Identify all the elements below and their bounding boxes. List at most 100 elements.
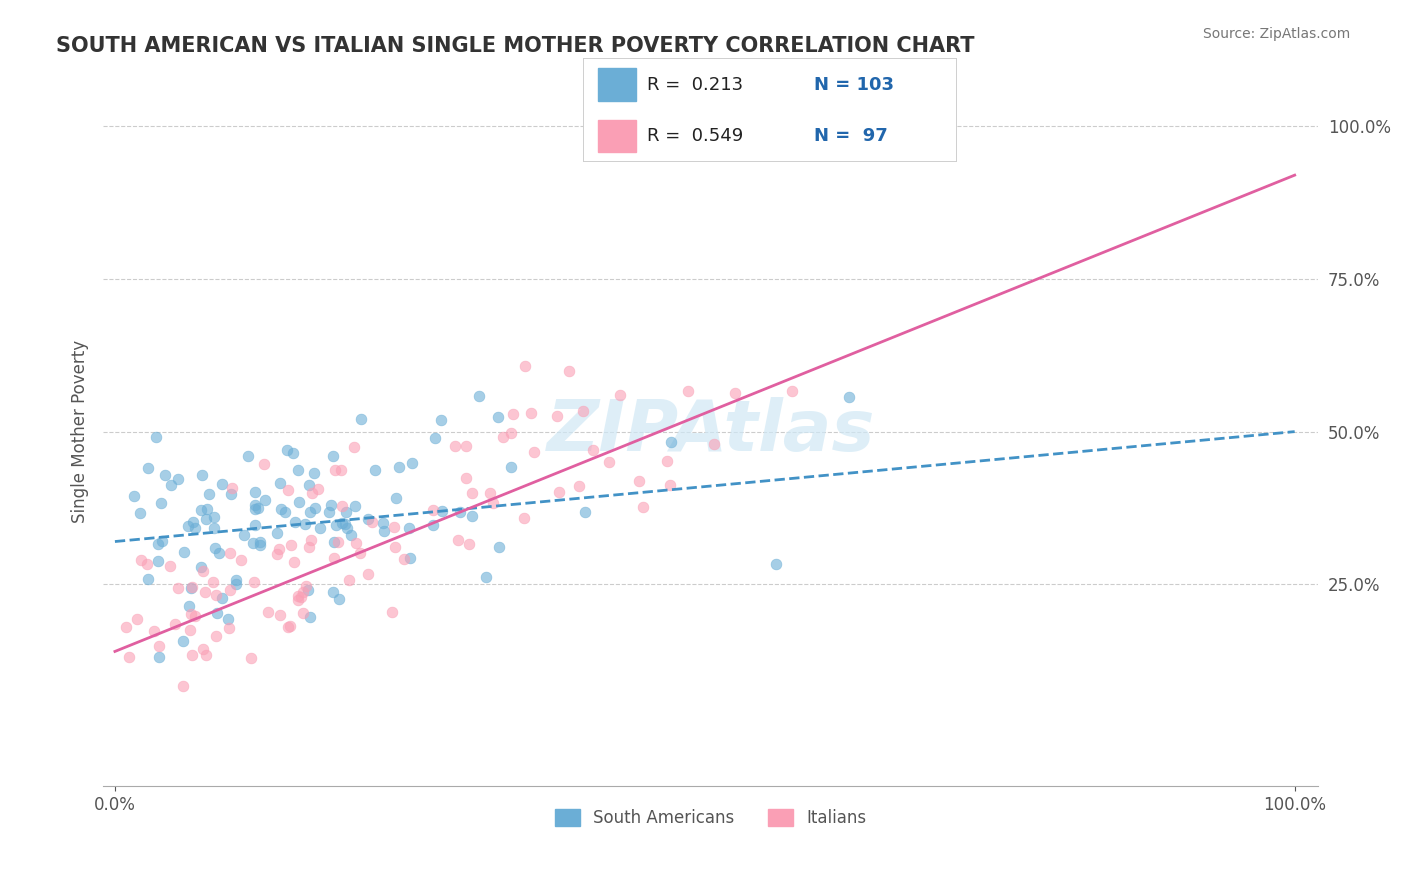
Point xyxy=(298,610,321,624)
Point xyxy=(269,476,291,491)
Point xyxy=(159,477,181,491)
Point xyxy=(194,648,217,662)
Point xyxy=(153,467,176,482)
Legend: South Americans, Italians: South Americans, Italians xyxy=(548,803,873,834)
Point xyxy=(302,466,325,480)
Point xyxy=(568,479,591,493)
Point xyxy=(249,538,271,552)
Point xyxy=(401,457,423,471)
Point xyxy=(269,607,291,622)
Point xyxy=(267,541,290,556)
Point xyxy=(422,503,444,517)
Point xyxy=(291,584,314,599)
Point xyxy=(325,517,347,532)
Point xyxy=(148,537,170,551)
Point xyxy=(461,508,484,523)
Point xyxy=(190,559,212,574)
Point xyxy=(280,619,302,633)
Point xyxy=(333,517,356,532)
Point xyxy=(277,483,299,498)
Point xyxy=(468,389,491,403)
Point xyxy=(523,445,546,459)
Point xyxy=(236,450,259,464)
Point xyxy=(360,515,382,529)
Point xyxy=(225,577,247,591)
Point xyxy=(373,516,395,530)
Point xyxy=(430,413,453,427)
Point xyxy=(287,462,309,476)
Point xyxy=(191,564,214,578)
Point xyxy=(190,502,212,516)
Point xyxy=(180,607,202,622)
Point xyxy=(558,364,581,378)
Text: N = 103: N = 103 xyxy=(814,76,894,94)
Point xyxy=(148,650,170,665)
Point xyxy=(290,590,312,604)
Point xyxy=(266,525,288,540)
Point xyxy=(356,567,378,582)
Point xyxy=(184,521,207,535)
Point xyxy=(321,585,343,599)
Point xyxy=(233,528,256,542)
Point xyxy=(336,521,359,535)
Point xyxy=(148,639,170,653)
Point xyxy=(724,386,747,401)
Point xyxy=(202,510,225,524)
Point xyxy=(180,581,202,595)
Point xyxy=(330,500,353,514)
Point xyxy=(284,515,307,529)
Point xyxy=(159,558,181,573)
Point xyxy=(243,518,266,533)
Point xyxy=(676,384,699,398)
Point xyxy=(295,579,318,593)
Point xyxy=(297,478,319,492)
Point xyxy=(609,388,631,402)
Point xyxy=(299,533,322,547)
Point xyxy=(218,546,240,560)
Bar xyxy=(599,68,636,101)
Point xyxy=(287,589,309,603)
Point xyxy=(125,612,148,626)
Point xyxy=(422,518,444,533)
Point xyxy=(364,462,387,476)
Point xyxy=(146,554,169,568)
Point xyxy=(344,536,367,550)
Point xyxy=(249,534,271,549)
Point xyxy=(628,474,651,488)
Point xyxy=(207,546,229,560)
Point xyxy=(288,495,311,509)
Point xyxy=(501,425,523,440)
Point xyxy=(294,517,316,532)
Point xyxy=(211,591,233,605)
Point xyxy=(165,616,187,631)
Point xyxy=(782,384,804,398)
Point xyxy=(205,607,228,621)
Point xyxy=(115,620,138,634)
Point xyxy=(349,546,371,560)
Point xyxy=(283,555,305,569)
Point xyxy=(256,605,278,619)
Point xyxy=(276,443,298,458)
Point xyxy=(478,485,501,500)
Point xyxy=(392,551,415,566)
Text: SOUTH AMERICAN VS ITALIAN SINGLE MOTHER POVERTY CORRELATION CHART: SOUTH AMERICAN VS ITALIAN SINGLE MOTHER … xyxy=(56,36,974,55)
Point xyxy=(520,406,543,420)
Point xyxy=(308,521,330,535)
Point xyxy=(143,624,166,638)
Point xyxy=(381,605,404,619)
Point xyxy=(501,459,523,474)
Point xyxy=(135,557,157,571)
Point xyxy=(253,457,276,471)
Point xyxy=(298,504,321,518)
Point xyxy=(266,547,288,561)
Point xyxy=(243,501,266,516)
Point xyxy=(447,533,470,547)
Point xyxy=(122,490,145,504)
Point xyxy=(229,553,252,567)
Point xyxy=(461,486,484,500)
Text: Source: ZipAtlas.com: Source: ZipAtlas.com xyxy=(1202,27,1350,41)
Bar xyxy=(599,120,636,153)
Point xyxy=(243,575,266,590)
Point xyxy=(195,511,218,525)
Point xyxy=(326,535,349,549)
